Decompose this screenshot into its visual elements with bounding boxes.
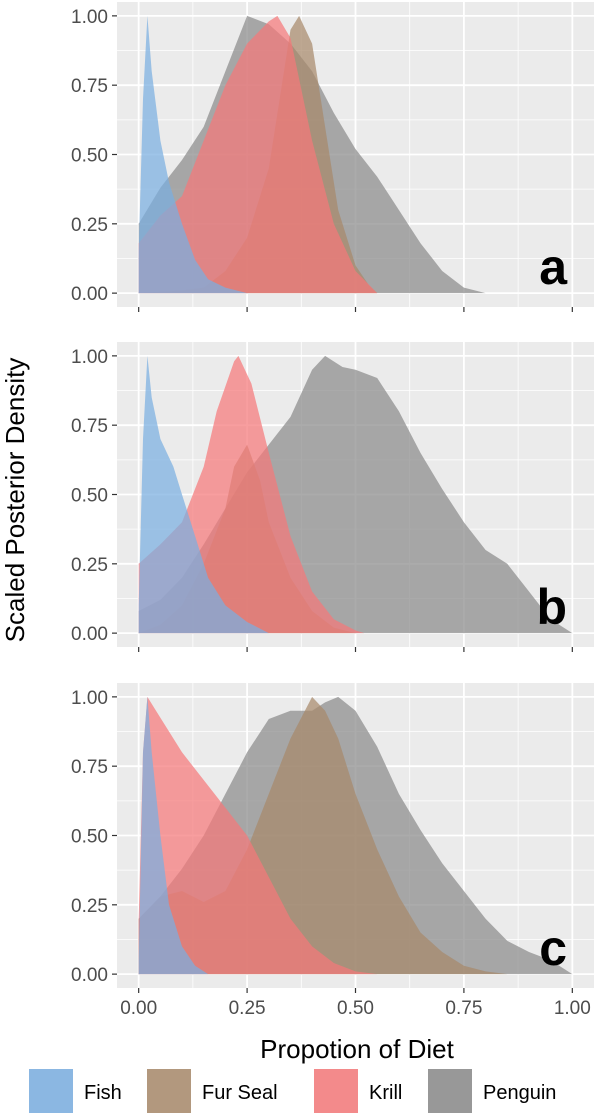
legend-swatch [428, 1069, 472, 1113]
panel-label: b [536, 579, 567, 635]
x-axis-title: Propotion of Diet [260, 1034, 454, 1064]
panel-c: 0.00 0.25 0.50 0.75 1.00 c 0.00 0.25 0.50 0.75 1.0… [71, 683, 594, 1019]
density-fish-area [138, 696, 209, 975]
y-tick-label: 0.00 [71, 284, 108, 305]
x-tick-label: 0.75 [445, 998, 482, 1019]
x-tick-label: 1.00 [554, 998, 591, 1019]
legend-item-fish: Fish [29, 1069, 122, 1113]
y-tick-label: 0.25 [71, 215, 108, 236]
legend-item-fur-seal: Fur Seal [147, 1069, 278, 1113]
legend-label: Krill [369, 1082, 402, 1104]
y-tick-label: 0.00 [71, 624, 108, 645]
y-tick-label: 0.00 [71, 965, 108, 986]
y-tick-label: 0.50 [71, 486, 108, 507]
legend-label: Fish [84, 1082, 122, 1104]
y-tick-label: 0.50 [71, 827, 108, 848]
y-tick-label: 0.75 [71, 76, 108, 97]
legend-label: Fur Seal [202, 1082, 278, 1104]
y-axis-title: Scaled Posterior Density [0, 358, 30, 643]
density-fish-area [138, 15, 248, 294]
x-tick-label: 0.50 [337, 998, 374, 1019]
panel-label: c [539, 920, 567, 976]
density-fish-area [138, 355, 269, 634]
panels-layer: 0.00 0.25 0.50 0.75 1.00 a 0.00 0.25 0.50 0.75 1.0… [71, 2, 594, 1019]
y-tick-label: 1.00 [71, 688, 108, 709]
legend-swatch [314, 1069, 358, 1113]
y-tick-label: 0.75 [71, 416, 108, 437]
legend-label: Penguin [483, 1082, 556, 1104]
panel-label: a [539, 239, 568, 295]
y-tick-label: 1.00 [71, 7, 108, 28]
density-krill-area [138, 696, 378, 975]
y-tick-label: 0.75 [71, 757, 108, 778]
legend-swatch [147, 1069, 191, 1113]
legend-swatch [29, 1069, 73, 1113]
panel-b: 0.00 0.25 0.50 0.75 1.00 b [71, 342, 594, 652]
y-tick-label: 0.25 [71, 555, 108, 576]
density-krill-area [138, 15, 378, 294]
legend-item-krill: Krill [314, 1069, 402, 1113]
panel-a: 0.00 0.25 0.50 0.75 1.00 a [71, 2, 594, 312]
legend-item-penguin: Penguin [428, 1069, 556, 1113]
y-tick-label: 1.00 [71, 347, 108, 368]
legend: Fish Fur Seal Krill Penguin [29, 1069, 556, 1113]
x-tick-label: 0.00 [120, 998, 157, 1019]
x-tick-label: 0.25 [229, 998, 266, 1019]
y-tick-label: 0.50 [71, 146, 108, 167]
y-tick-label: 0.25 [71, 896, 108, 917]
